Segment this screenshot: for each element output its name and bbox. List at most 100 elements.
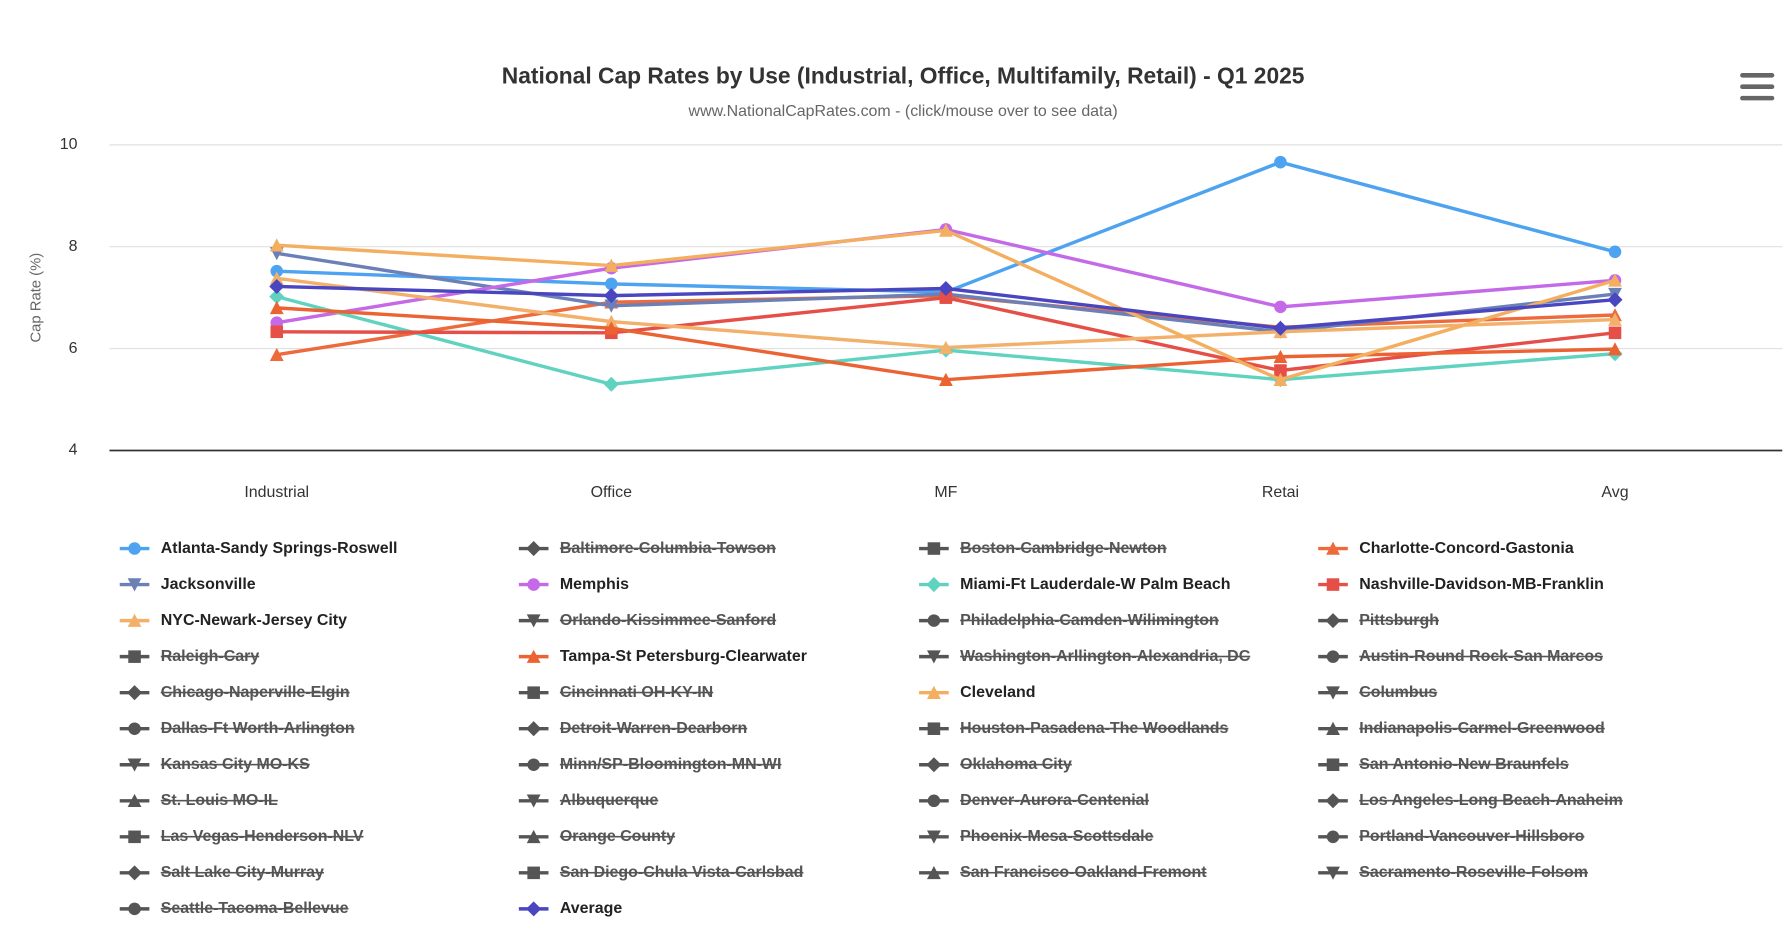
legend-item[interactable]: Albuquerque <box>518 792 659 809</box>
legend-label[interactable]: Miami-Ft Lauderdale-W Palm Beach <box>960 576 1230 593</box>
legend-item[interactable]: Nashville-Davidson-MB-Franklin <box>1318 576 1604 593</box>
legend-label[interactable]: Seattle-Tacoma-Bellevue <box>161 900 349 917</box>
legend-label[interactable]: Dallas-Ft Worth-Arlington <box>161 720 355 737</box>
legend-item[interactable]: Denver-Aurora-Centenial <box>919 792 1149 809</box>
legend-item[interactable]: Philadelphia-Camden-Wilimington <box>919 612 1219 629</box>
legend-label[interactable]: Columbus <box>1359 684 1437 701</box>
legend-item[interactable]: NYC-Newark-Jersey City <box>119 612 347 629</box>
point <box>604 321 619 335</box>
legend-label[interactable]: San Antonio-New Braunfels <box>1359 756 1569 773</box>
legend-symbol <box>927 830 941 844</box>
legend-label[interactable]: Baltimore-Columbia-Towson <box>560 540 776 557</box>
menu-button[interactable] <box>1733 66 1782 108</box>
legend-label[interactable]: Sacramento-Roseville-Folsom <box>1359 864 1588 881</box>
point <box>939 291 953 304</box>
legend-item[interactable]: Austin-Round Rock-San Marcos <box>1318 648 1603 665</box>
legend-label[interactable]: Jacksonville <box>161 576 256 593</box>
legend-item[interactable]: Salt Lake City-Murray <box>119 864 324 881</box>
legend-label[interactable]: Charlotte-Concord-Gastonia <box>1359 540 1574 557</box>
legend-label[interactable]: Indianapolis-Carmel-Greenwood <box>1359 720 1605 737</box>
legend-item[interactable]: San Antonio-New Braunfels <box>1318 756 1569 773</box>
legend-label[interactable]: Orlando-Kissimmee-Sanford <box>560 612 776 629</box>
legend-item[interactable]: St. Louis MO-IL <box>119 792 278 809</box>
legend-label[interactable]: San Francisco-Oakland-Fremont <box>960 864 1207 881</box>
legend-label[interactable]: Pittsburgh <box>1359 612 1439 629</box>
legend-item[interactable]: Chicago-Naperville-Elgin <box>119 684 350 701</box>
legend-item[interactable]: Oklahoma City <box>919 756 1072 773</box>
legend-item[interactable]: Orlando-Kissimmee-Sanford <box>518 612 776 629</box>
legend-label[interactable]: Cincinnati OH-KY-IN <box>560 684 713 701</box>
legend-item[interactable]: Charlotte-Concord-Gastonia <box>1318 540 1574 557</box>
legend-label[interactable]: Minn/SP-Bloomington-MN-WI <box>560 756 782 773</box>
legend-label[interactable]: Atlanta-Sandy Springs-Roswell <box>161 540 398 557</box>
legend-item[interactable]: Sacramento-Roseville-Folsom <box>1318 864 1588 881</box>
legend-label[interactable]: Austin-Round Rock-San Marcos <box>1359 648 1603 665</box>
legend-item[interactable]: Average <box>518 900 623 917</box>
legend-item[interactable]: Cincinnati OH-KY-IN <box>518 684 713 701</box>
legend-item[interactable]: San Diego-Chula Vista-Carlsbad <box>518 864 804 881</box>
legend-item[interactable]: Jacksonville <box>119 576 256 593</box>
legend-label[interactable]: Salt Lake City-Murray <box>161 864 324 881</box>
legend-symbol <box>526 829 541 844</box>
legend-item[interactable]: San Francisco-Oakland-Fremont <box>919 864 1207 881</box>
legend-label[interactable]: Detroit-Warren-Dearborn <box>560 720 747 737</box>
legend-item[interactable]: Dallas-Ft Worth-Arlington <box>119 720 355 737</box>
legend-symbol <box>1326 541 1340 555</box>
legend-item[interactable]: Kansas City MO-KS <box>119 756 310 773</box>
legend-label[interactable]: Denver-Aurora-Centenial <box>960 792 1149 809</box>
legend-label[interactable]: Houston-Pasadena-The Woodlands <box>960 720 1228 737</box>
y-axis-label: Cap Rate (%) <box>28 253 44 343</box>
legend-label[interactable]: Los Angeles-Long Beach-Anaheim <box>1359 792 1623 809</box>
legend-item[interactable]: Las Vegas-Henderson-NLV <box>119 828 364 845</box>
legend-label[interactable]: Orange County <box>560 828 675 845</box>
legend-item[interactable]: Los Angeles-Long Beach-Anaheim <box>1318 792 1623 809</box>
legend-item[interactable]: Cleveland <box>919 684 1036 701</box>
legend-label[interactable]: Phoenix-Mesa-Scottsdale <box>960 828 1153 845</box>
legend-label[interactable]: Memphis <box>560 576 629 593</box>
legend-item[interactable]: Atlanta-Sandy Springs-Roswell <box>119 540 398 557</box>
legend-label[interactable]: Boston-Cambridge-Newton <box>960 540 1166 557</box>
point <box>1608 326 1622 340</box>
legend-label[interactable]: Chicago-Naperville-Elgin <box>161 684 350 701</box>
legend-label[interactable]: St. Louis MO-IL <box>161 792 278 809</box>
legend-item[interactable]: Minn/SP-Bloomington-MN-WI <box>518 756 782 773</box>
legend-item[interactable]: Raleigh-Cary <box>119 648 260 665</box>
legend-symbol <box>527 866 540 880</box>
legend-item[interactable]: Baltimore-Columbia-Towson <box>518 540 776 557</box>
legend-label[interactable]: Kansas City MO-KS <box>161 756 310 773</box>
legend-label[interactable]: Portland-Vancouver-Hillsboro <box>1359 828 1584 845</box>
legend-item[interactable]: Indianapolis-Carmel-Greenwood <box>1318 720 1605 737</box>
legend-label[interactable]: Washington-Arllington-Alexandria, DC <box>960 648 1251 665</box>
point <box>1607 292 1623 308</box>
legend-item[interactable]: Boston-Cambridge-Newton <box>919 540 1167 557</box>
legend-symbol <box>927 794 941 808</box>
legend-label[interactable]: Philadelphia-Camden-Wilimington <box>960 612 1219 629</box>
legend-item[interactable]: Houston-Pasadena-The Woodlands <box>919 720 1229 737</box>
legend-item[interactable]: Phoenix-Mesa-Scottsdale <box>919 828 1154 845</box>
legend-label[interactable]: Cleveland <box>960 684 1035 701</box>
point <box>1608 342 1622 356</box>
legend-label[interactable]: Average <box>560 900 622 917</box>
legend-symbol <box>127 613 142 627</box>
legend-label[interactable]: Albuquerque <box>560 792 659 809</box>
legend-item[interactable]: Detroit-Warren-Dearborn <box>518 720 747 737</box>
legend-item[interactable]: Orange County <box>518 828 675 845</box>
legend-item[interactable]: Seattle-Tacoma-Bellevue <box>119 900 349 917</box>
legend-item[interactable]: Miami-Ft Lauderdale-W Palm Beach <box>919 576 1231 593</box>
legend-label[interactable]: Nashville-Davidson-MB-Franklin <box>1359 576 1604 593</box>
legend-label[interactable]: Tampa-St Petersburg-Clearwater <box>560 648 807 665</box>
legend-label[interactable]: San Diego-Chula Vista-Carlsbad <box>560 864 803 881</box>
legend-item[interactable]: Memphis <box>518 576 629 593</box>
legend-item[interactable]: Columbus <box>1318 684 1437 701</box>
point <box>269 300 284 315</box>
legend-label[interactable]: NYC-Newark-Jersey City <box>161 612 347 629</box>
legend-symbol <box>927 865 941 880</box>
legend-label[interactable]: Raleigh-Cary <box>161 648 260 665</box>
legend-item[interactable]: Pittsburgh <box>1318 612 1439 629</box>
legend-item[interactable]: Tampa-St Petersburg-Clearwater <box>518 648 807 665</box>
legend-label[interactable]: Oklahoma City <box>960 756 1072 773</box>
legend-item[interactable]: Portland-Vancouver-Hillsboro <box>1318 828 1585 845</box>
legend-symbol <box>526 901 542 917</box>
legend-item[interactable]: Washington-Arllington-Alexandria, DC <box>919 648 1251 665</box>
legend-label[interactable]: Las Vegas-Henderson-NLV <box>161 828 364 845</box>
